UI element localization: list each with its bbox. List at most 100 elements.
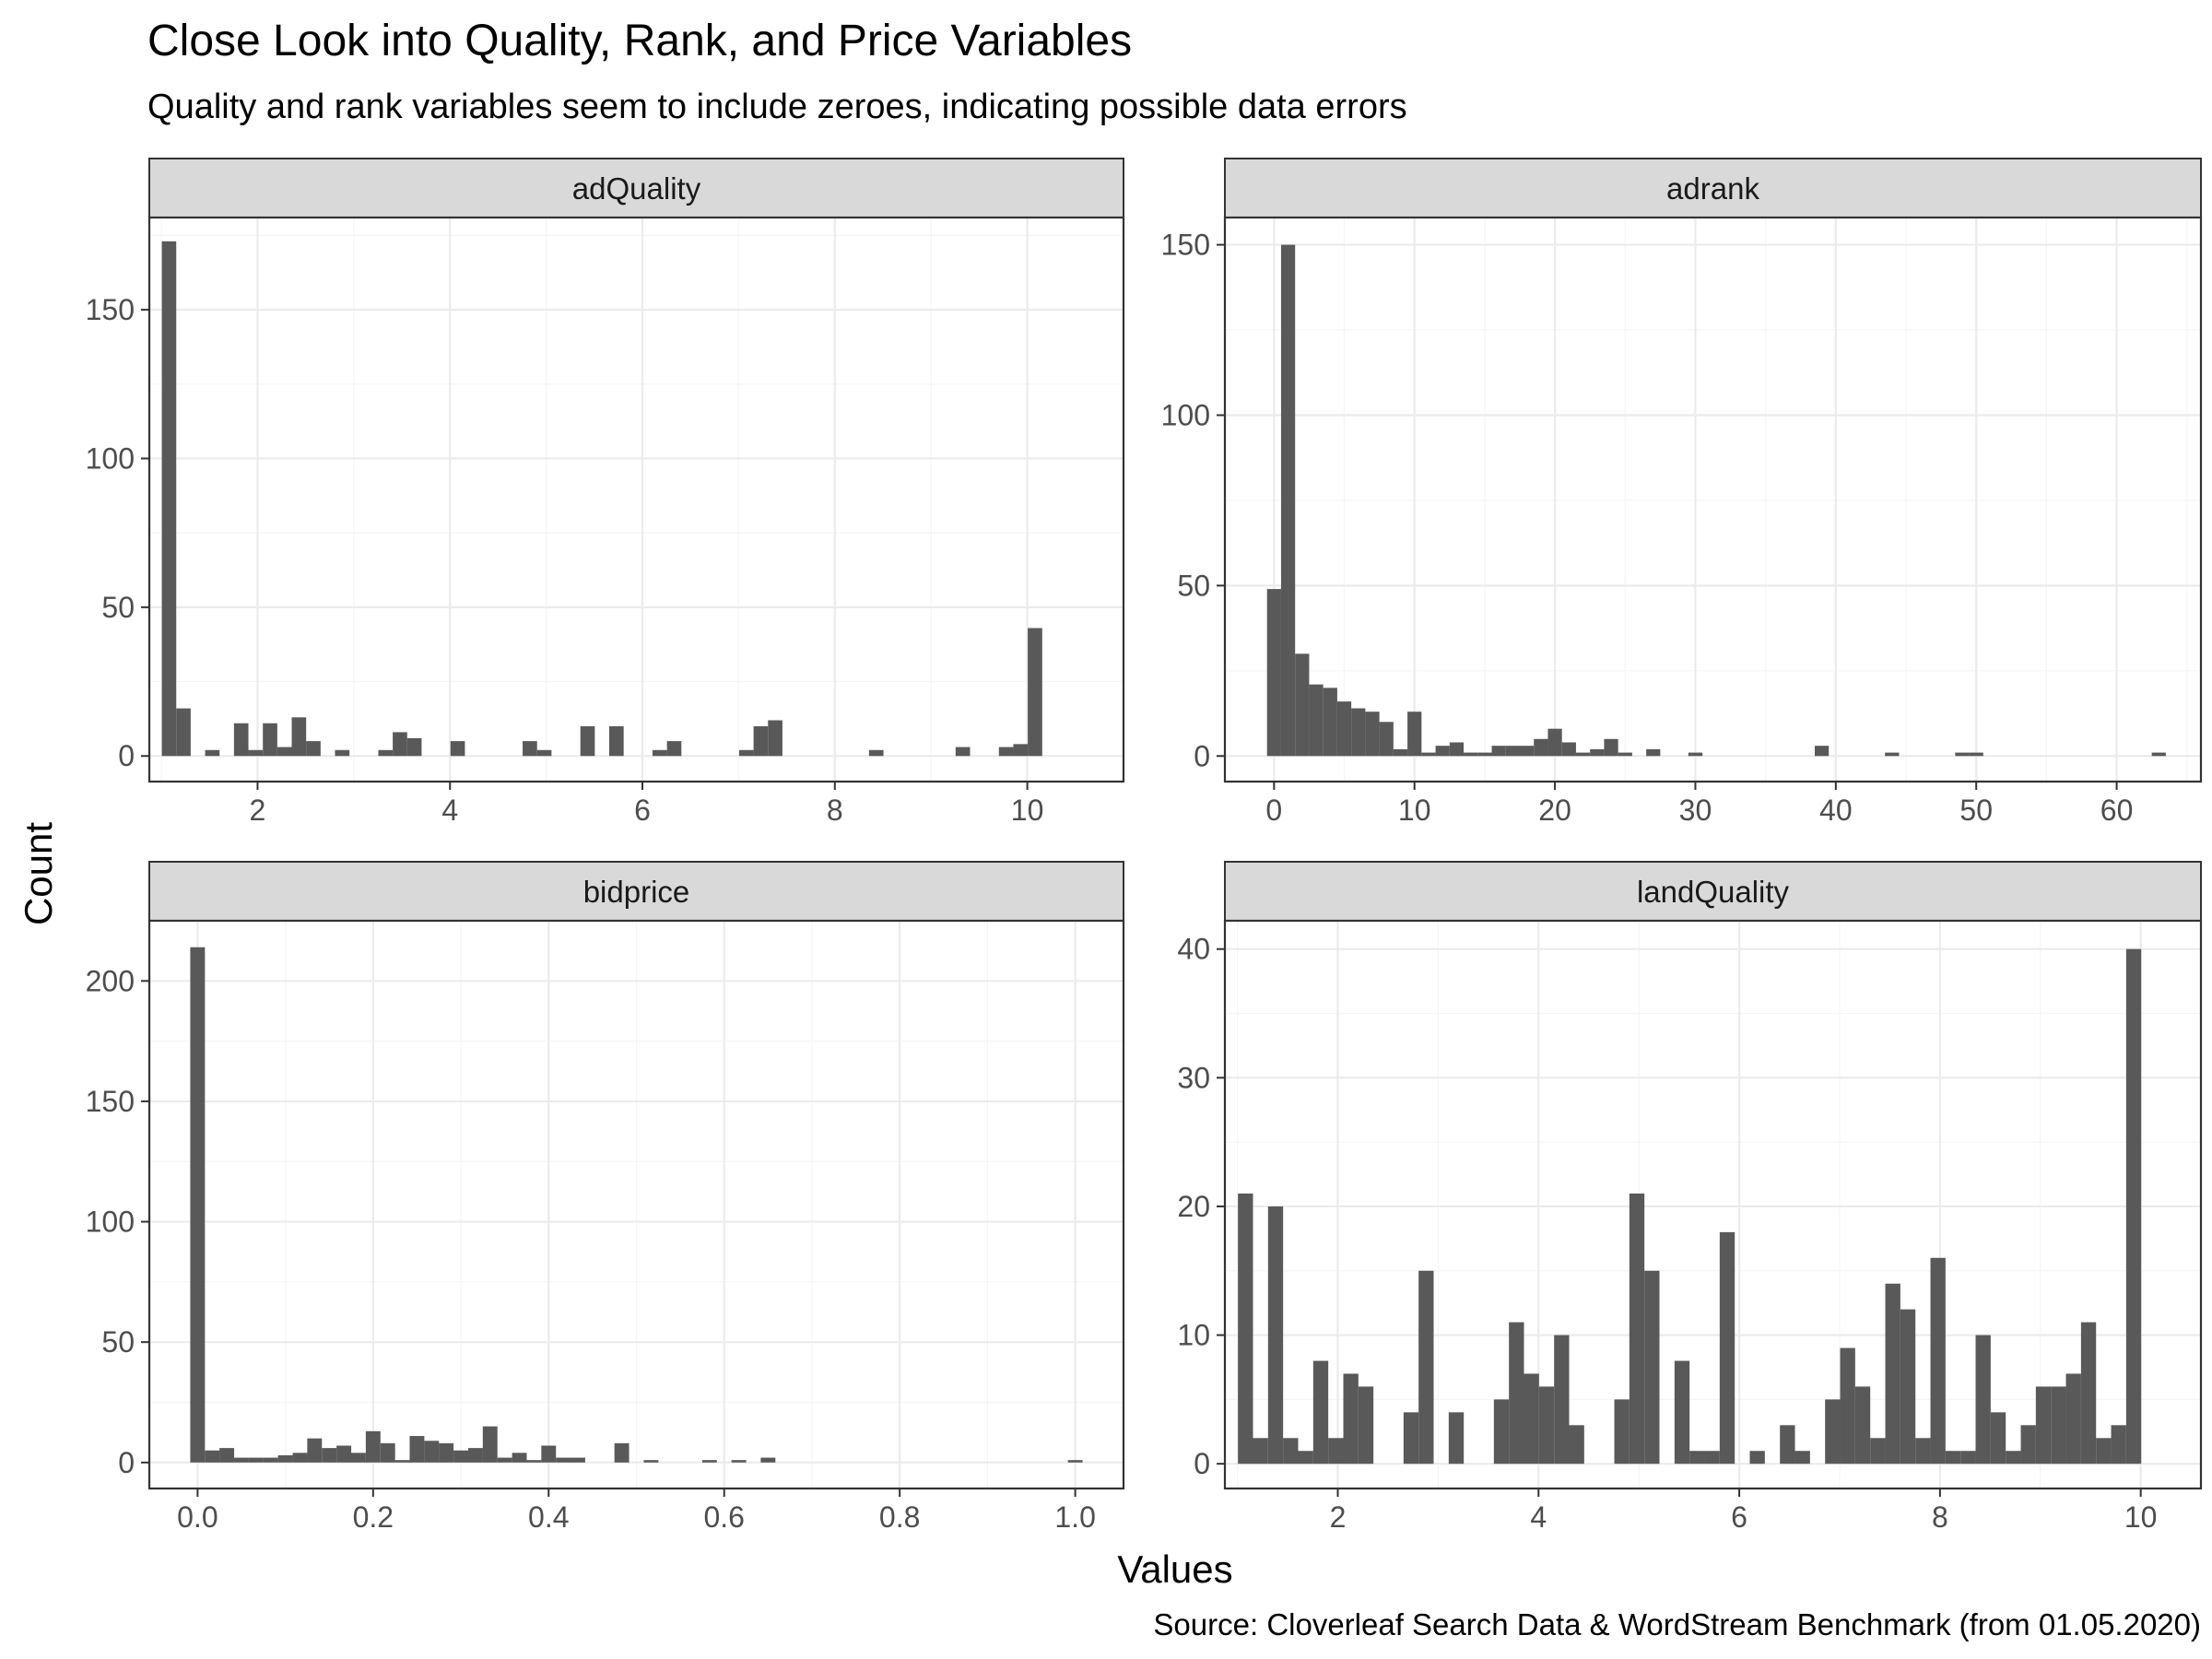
histogram-bar bbox=[263, 1457, 278, 1463]
histogram-bar bbox=[1930, 1257, 1946, 1465]
histogram-bar bbox=[955, 747, 971, 757]
histogram-bar bbox=[1644, 1270, 1660, 1465]
histogram-bar bbox=[1295, 653, 1310, 757]
histogram-bar bbox=[394, 1460, 410, 1463]
histogram-bar bbox=[1013, 744, 1029, 757]
histogram-bar bbox=[1538, 1386, 1555, 1465]
y-tick-label: 30 bbox=[1177, 1061, 1210, 1094]
histogram-bar bbox=[1840, 1347, 1855, 1465]
histogram-bar bbox=[205, 749, 220, 757]
x-tick-label: 30 bbox=[1679, 794, 1712, 827]
histogram-bar bbox=[1885, 1283, 1900, 1465]
histogram-bar bbox=[2006, 1451, 2021, 1465]
facet-strip-label: landQuality bbox=[1637, 875, 1790, 909]
x-tick-label: 1.0 bbox=[1054, 1500, 1095, 1534]
histogram-bar bbox=[1393, 748, 1408, 757]
x-tick-label: 60 bbox=[2100, 794, 2134, 827]
facet-panel-adrank: adrank 0 10 20 30 40 50 60 0 50 100 150 bbox=[1161, 158, 2203, 827]
histogram-bar bbox=[1323, 688, 1337, 757]
histogram-bar bbox=[1407, 712, 1422, 757]
histogram-bar bbox=[378, 749, 394, 757]
histogram-bar bbox=[1854, 1386, 1871, 1465]
panel-background bbox=[1225, 218, 2201, 782]
y-tick-label: 20 bbox=[1177, 1190, 1210, 1223]
histogram-bar bbox=[1554, 1335, 1570, 1465]
histogram-bar bbox=[1505, 746, 1520, 757]
histogram-bar bbox=[1238, 1193, 1253, 1465]
histogram-bar bbox=[1915, 1438, 1931, 1465]
x-tick-label: 0.6 bbox=[703, 1500, 744, 1534]
facet-strip-label: adQuality bbox=[572, 171, 701, 206]
y-tick-label: 150 bbox=[1161, 229, 1210, 262]
x-tick-label: 0 bbox=[1265, 794, 1282, 827]
histogram-bar bbox=[1477, 752, 1492, 757]
histogram-bar bbox=[322, 1448, 337, 1463]
histogram-bar bbox=[1814, 746, 1830, 757]
x-tick-label: 4 bbox=[1530, 1500, 1547, 1534]
histogram-bar bbox=[526, 1460, 542, 1463]
histogram-bar bbox=[1267, 1206, 1284, 1465]
histogram-bar bbox=[2020, 1425, 2036, 1465]
x-tick-label: 20 bbox=[1538, 794, 1571, 827]
histogram-bar bbox=[1870, 1438, 1886, 1465]
histogram-bar bbox=[219, 1448, 235, 1463]
histogram-bar bbox=[1312, 1360, 1329, 1465]
histogram-bar bbox=[1704, 1451, 1720, 1465]
histogram-bar bbox=[523, 741, 537, 757]
histogram-bar bbox=[161, 241, 177, 757]
x-tick-label: 6 bbox=[1731, 1500, 1747, 1534]
histogram-bar bbox=[768, 720, 782, 757]
histogram-bar bbox=[643, 1460, 659, 1463]
histogram-bar bbox=[1969, 752, 1983, 757]
histogram-bar bbox=[1689, 1451, 1705, 1465]
histogram-bar bbox=[2080, 1322, 2097, 1465]
histogram-bar bbox=[276, 747, 292, 757]
histogram-bar bbox=[512, 1453, 527, 1463]
histogram-bar bbox=[1067, 1460, 1083, 1463]
histogram-bar bbox=[1945, 1451, 1961, 1465]
y-tick-label: 50 bbox=[1177, 569, 1210, 602]
histogram-bar bbox=[1614, 1399, 1630, 1465]
facet-strip-label: adrank bbox=[1666, 171, 1759, 206]
facet-strip-label: bidprice bbox=[583, 875, 690, 909]
histogram-bar bbox=[666, 741, 682, 757]
histogram-bar bbox=[336, 1445, 352, 1463]
facet-strip bbox=[148, 861, 1124, 922]
histogram-bar bbox=[1509, 1322, 1524, 1465]
x-tick-label: 10 bbox=[1011, 794, 1044, 827]
histogram-bar bbox=[731, 1460, 747, 1463]
x-tick-label: 4 bbox=[441, 794, 458, 827]
x-tick-label: 0.2 bbox=[353, 1500, 394, 1534]
histogram-bar bbox=[365, 1430, 381, 1463]
y-tick-label: 100 bbox=[86, 441, 135, 475]
y-tick-label: 50 bbox=[101, 591, 135, 624]
histogram-bar bbox=[1590, 748, 1605, 757]
x-tick-label: 10 bbox=[2124, 1500, 2158, 1534]
y-tick-label: 150 bbox=[86, 1085, 135, 1118]
histogram-bar bbox=[1975, 1335, 1991, 1465]
histogram-bar bbox=[1266, 589, 1281, 757]
histogram-bar bbox=[1749, 1451, 1765, 1465]
histogram-bar bbox=[263, 723, 277, 757]
histogram-bar bbox=[350, 1453, 366, 1463]
histogram-bar bbox=[1646, 748, 1661, 757]
histogram-bar bbox=[335, 749, 350, 757]
histogram-bar bbox=[1900, 1309, 1916, 1465]
x-tick-label: 0.4 bbox=[528, 1500, 569, 1534]
histogram-bar bbox=[1534, 738, 1548, 757]
histogram-bar bbox=[1028, 628, 1042, 757]
histogram-bar bbox=[1575, 752, 1591, 757]
histogram-bar bbox=[1449, 742, 1465, 757]
panel-border bbox=[147, 919, 1125, 1490]
histogram-bar bbox=[1418, 1270, 1434, 1465]
x-tick-label: 10 bbox=[1398, 794, 1431, 827]
histogram-bar bbox=[1379, 722, 1394, 757]
histogram-bar bbox=[190, 947, 206, 1463]
histogram-bar bbox=[1990, 1412, 2006, 1465]
histogram-bar bbox=[306, 741, 321, 757]
histogram-bar bbox=[2035, 1386, 2052, 1465]
histogram-bar bbox=[1604, 738, 1618, 757]
